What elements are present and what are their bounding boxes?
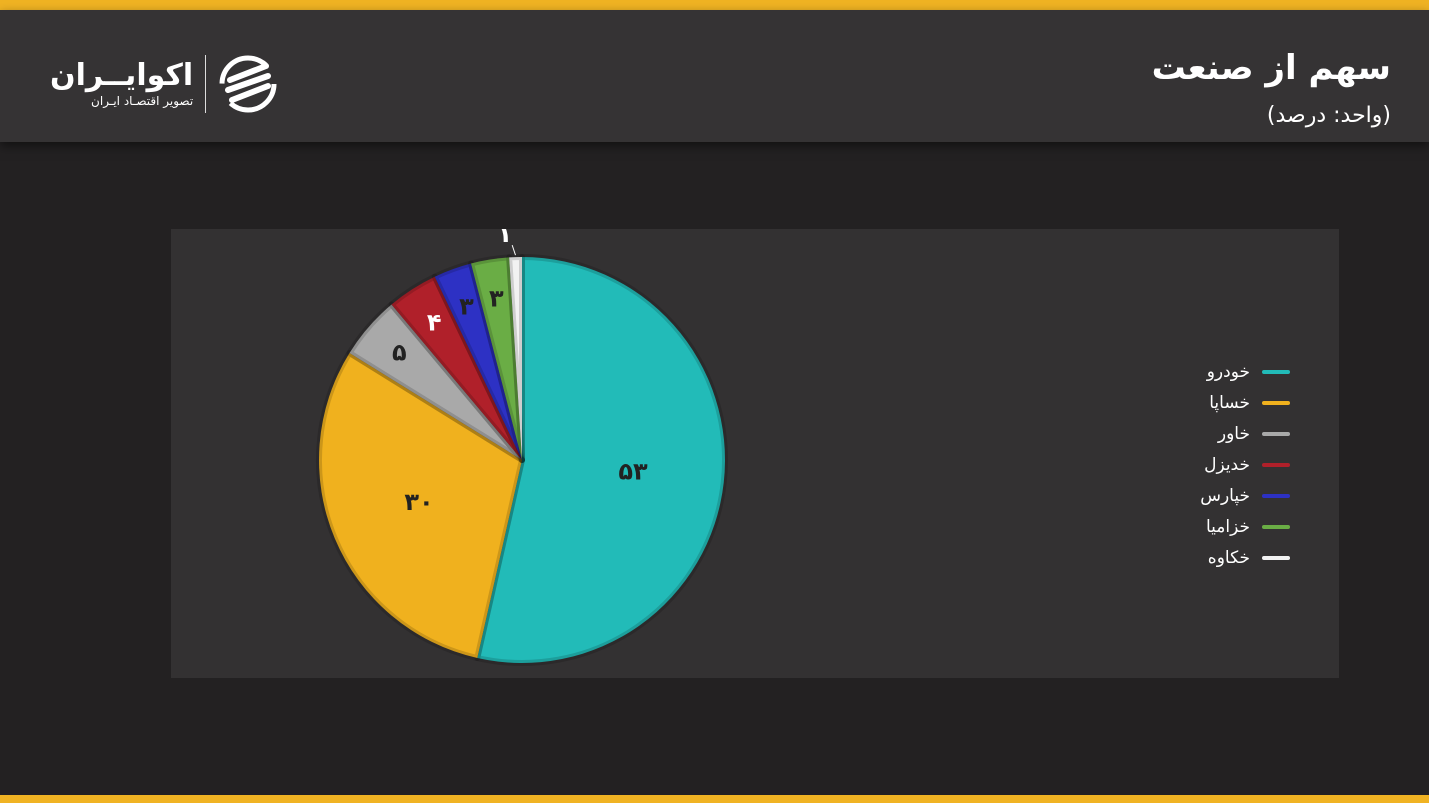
legend-swatch (1262, 555, 1290, 560)
pie-slice-0 (474, 254, 728, 666)
legend-label: خدیزل (1204, 454, 1250, 475)
legend-swatch (1262, 431, 1290, 436)
legend-item: خزامیا (1180, 511, 1300, 542)
legend-swatch (1262, 369, 1290, 374)
logo: اکوایــران تصویر اقتصـاد ایـران (50, 54, 278, 114)
chart-panel: ۵۳ ۳۰ ۵ ۴ ۳ ۳ ۱ خودرو خساپا خاور خدیزل خپارس خزامیا… (171, 229, 1339, 678)
legend: خودرو خساپا خاور خدیزل خپارس خزامیا خکاوه (1180, 356, 1300, 573)
legend-item: خپارس (1180, 480, 1300, 511)
data-label-4: ۳ (459, 292, 474, 320)
legend-item: خاور (1180, 418, 1300, 449)
logo-mark-icon (219, 55, 277, 113)
pie-slice-4 (431, 260, 525, 463)
data-label-0: ۵۳ (618, 457, 648, 485)
legend-label: خاور (1217, 423, 1250, 444)
top-accent-bar (0, 0, 1429, 10)
data-label-6: ۱ (498, 229, 513, 248)
pie-slice-5 (468, 254, 525, 463)
legend-item: خدیزل (1180, 449, 1300, 480)
label-leader-line (511, 244, 516, 256)
pie-slice-2 (346, 301, 525, 463)
legend-label: خپارس (1200, 485, 1250, 506)
legend-label: خساپا (1209, 392, 1250, 413)
chart-subtitle: (واحد: درصد) (1266, 103, 1391, 128)
legend-label: خزامیا (1205, 516, 1250, 537)
legend-swatch (1262, 400, 1290, 405)
pie-slice-3 (388, 273, 525, 463)
data-label-2: ۵ (392, 339, 407, 367)
legend-label: خودرو (1206, 361, 1250, 382)
pie-slice-6 (506, 254, 525, 463)
logo-divider (205, 55, 207, 113)
logo-name: اکوایــران (50, 58, 194, 93)
legend-swatch (1262, 462, 1290, 467)
legend-item: خودرو (1180, 356, 1300, 387)
bottom-accent-bar (0, 795, 1429, 803)
logo-tagline: تصویر اقتصـاد ایـران (91, 94, 194, 108)
data-label-5: ۳ (489, 285, 504, 313)
legend-item: خکاوه (1180, 542, 1300, 573)
chart-title: سهم از صنعت (1151, 48, 1391, 88)
data-label-3: ۴ (427, 308, 442, 336)
data-label-1: ۳۰ (404, 488, 433, 516)
legend-item: خساپا (1180, 387, 1300, 418)
legend-swatch (1262, 524, 1290, 529)
header: سهم از صنعت (واحد: درصد) اکوایــران تصوی… (0, 10, 1429, 142)
pie-slice-1 (316, 349, 525, 662)
legend-swatch (1262, 493, 1290, 498)
legend-label: خکاوه (1207, 547, 1250, 568)
